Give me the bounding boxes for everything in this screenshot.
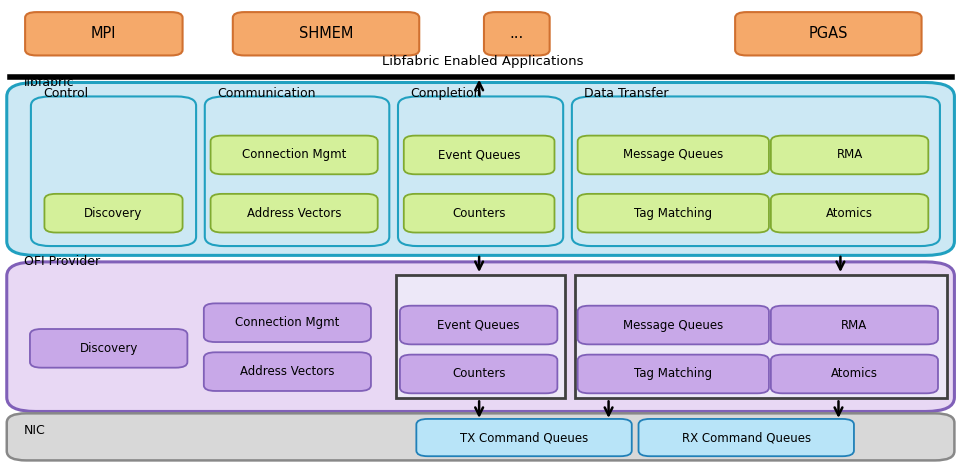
FancyBboxPatch shape [398,96,563,246]
Text: Address Vectors: Address Vectors [241,365,334,378]
FancyBboxPatch shape [771,306,938,344]
FancyBboxPatch shape [578,306,769,344]
FancyBboxPatch shape [735,12,922,55]
FancyBboxPatch shape [575,275,947,398]
FancyBboxPatch shape [404,136,554,174]
FancyBboxPatch shape [400,306,557,344]
Text: Counters: Counters [452,207,506,219]
FancyBboxPatch shape [7,262,954,411]
FancyBboxPatch shape [404,194,554,233]
FancyBboxPatch shape [44,194,183,233]
FancyBboxPatch shape [578,136,769,174]
Text: Control: Control [43,87,89,100]
Text: Event Queues: Event Queues [438,319,520,331]
FancyBboxPatch shape [771,355,938,393]
Text: Atomics: Atomics [831,368,878,380]
Text: SHMEM: SHMEM [298,26,354,41]
Text: Tag Matching: Tag Matching [635,368,712,380]
FancyBboxPatch shape [30,329,187,368]
FancyBboxPatch shape [578,194,769,233]
Text: Message Queues: Message Queues [623,149,724,161]
FancyBboxPatch shape [204,303,371,342]
FancyBboxPatch shape [578,355,769,393]
Text: MPI: MPI [91,26,117,41]
Text: TX Command Queues: TX Command Queues [460,431,588,444]
Text: Connection Mgmt: Connection Mgmt [235,316,340,329]
Text: Message Queues: Message Queues [623,319,724,331]
Text: Communication: Communication [217,87,316,100]
Text: Atomics: Atomics [826,207,873,219]
Text: PGAS: PGAS [809,26,848,41]
Text: Counters: Counters [452,368,505,380]
FancyBboxPatch shape [205,96,389,246]
FancyBboxPatch shape [396,275,565,398]
Text: Libfabric Enabled Applications: Libfabric Enabled Applications [383,55,583,68]
Text: Discovery: Discovery [79,342,138,355]
FancyBboxPatch shape [7,413,954,460]
Text: NIC: NIC [24,424,46,437]
FancyBboxPatch shape [771,136,928,174]
FancyBboxPatch shape [204,352,371,391]
Text: ...: ... [510,26,524,41]
FancyBboxPatch shape [25,12,183,55]
FancyBboxPatch shape [7,82,954,255]
Text: Tag Matching: Tag Matching [635,207,712,219]
FancyBboxPatch shape [31,96,196,246]
FancyBboxPatch shape [572,96,940,246]
Text: RMA: RMA [841,319,867,331]
FancyBboxPatch shape [771,194,928,233]
Text: Event Queues: Event Queues [438,149,521,161]
Text: Connection Mgmt: Connection Mgmt [242,149,347,161]
FancyBboxPatch shape [233,12,419,55]
Text: Data Transfer: Data Transfer [584,87,668,100]
Text: libfabric: libfabric [24,76,74,89]
Text: Discovery: Discovery [84,207,143,219]
Text: Completion: Completion [411,87,482,100]
FancyBboxPatch shape [211,136,378,174]
Text: RMA: RMA [837,149,863,161]
Text: OFI Provider: OFI Provider [24,255,100,268]
FancyBboxPatch shape [484,12,550,55]
FancyBboxPatch shape [416,419,632,456]
Text: Address Vectors: Address Vectors [247,207,341,219]
Text: RX Command Queues: RX Command Queues [682,431,810,444]
FancyBboxPatch shape [639,419,854,456]
FancyBboxPatch shape [400,355,557,393]
FancyBboxPatch shape [211,194,378,233]
